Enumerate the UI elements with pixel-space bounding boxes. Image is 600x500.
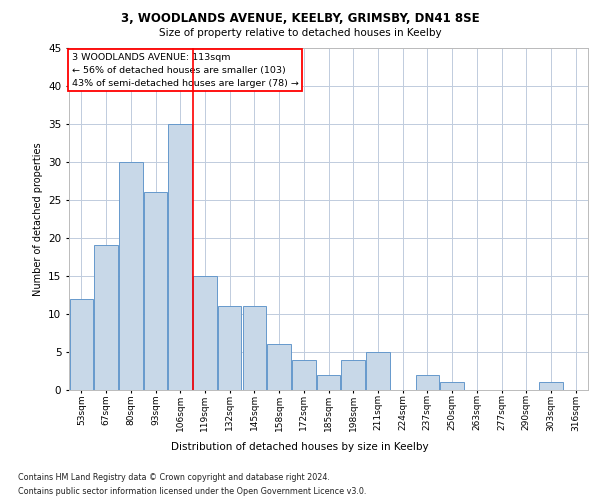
Bar [70, 298, 93, 390]
Bar [144, 192, 167, 390]
Text: Contains public sector information licensed under the Open Government Licence v3: Contains public sector information licen… [18, 488, 367, 496]
Bar [193, 276, 217, 390]
Bar [341, 360, 365, 390]
Text: Contains HM Land Registry data © Crown copyright and database right 2024.: Contains HM Land Registry data © Crown c… [18, 472, 330, 482]
Text: Distribution of detached houses by size in Keelby: Distribution of detached houses by size … [171, 442, 429, 452]
Bar [218, 306, 241, 390]
Bar [317, 375, 340, 390]
Bar [539, 382, 563, 390]
Text: Size of property relative to detached houses in Keelby: Size of property relative to detached ho… [158, 28, 442, 38]
Bar [119, 162, 143, 390]
Bar [169, 124, 192, 390]
Text: 3, WOODLANDS AVENUE, KEELBY, GRIMSBY, DN41 8SE: 3, WOODLANDS AVENUE, KEELBY, GRIMSBY, DN… [121, 12, 479, 26]
Bar [292, 360, 316, 390]
Bar [242, 306, 266, 390]
Text: 3 WOODLANDS AVENUE: 113sqm
← 56% of detached houses are smaller (103)
43% of sem: 3 WOODLANDS AVENUE: 113sqm ← 56% of deta… [71, 52, 298, 88]
Bar [268, 344, 291, 390]
Bar [366, 352, 389, 390]
Bar [440, 382, 464, 390]
Y-axis label: Number of detached properties: Number of detached properties [32, 142, 43, 296]
Bar [94, 246, 118, 390]
Bar [416, 375, 439, 390]
